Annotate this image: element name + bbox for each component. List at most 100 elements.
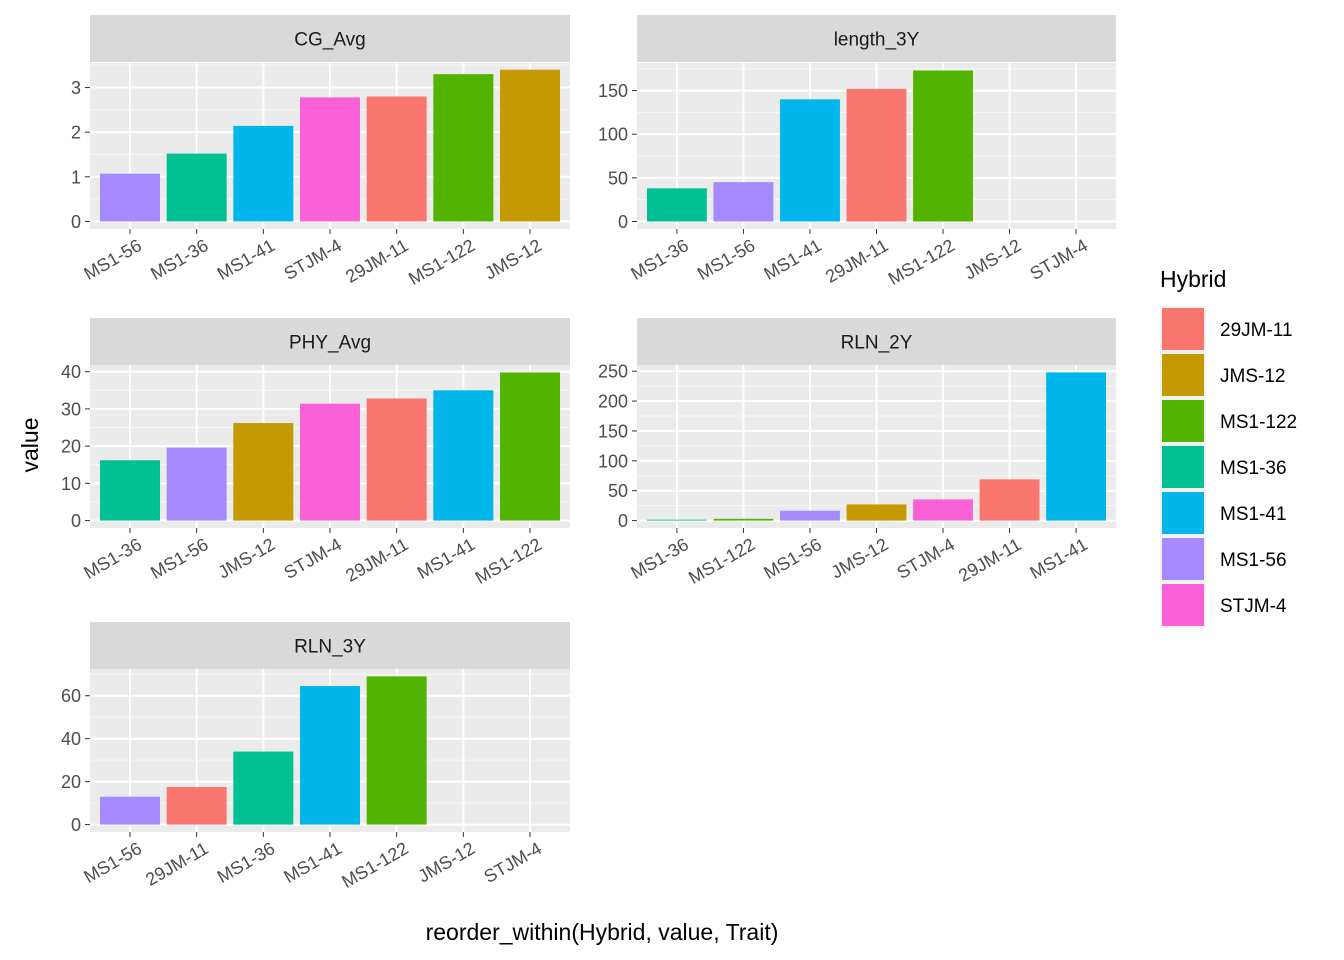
bar-MS1-36: [646, 188, 707, 222]
y-tick-label: 150: [598, 421, 628, 441]
x-tick-label: STJM-4: [893, 534, 958, 583]
x-tick-label: MS1-56: [80, 838, 145, 887]
legend-label: MS1-56: [1220, 550, 1287, 571]
legend-swatch-MS1-56: [1162, 538, 1204, 580]
bar-MS1-36: [100, 460, 160, 521]
y-tick-label: 0: [71, 212, 81, 232]
x-tick-label: MS1-122: [685, 534, 758, 588]
facet-title: RLN_2Y: [841, 333, 913, 354]
y-tick-label: 10: [61, 474, 81, 494]
bar-JMS-12: [233, 423, 294, 521]
x-tick-label: JMS-12: [415, 838, 479, 886]
y-tick-label: 3: [71, 78, 81, 98]
bar-MS1-56: [713, 182, 774, 222]
x-tick-label: MS1-41: [280, 838, 345, 887]
facet-CG_Avg: CG_Avg 0 1 2 3 MS1-56 MS1-36 MS1-41 STJM-429JM-1…: [71, 15, 570, 289]
bar-MS1-41: [433, 390, 494, 521]
legend-label: MS1-36: [1220, 458, 1287, 479]
x-tick-label: STJM-4: [280, 235, 345, 284]
facet-strip: [637, 318, 1116, 365]
y-tick-label: 250: [598, 362, 628, 382]
x-tick-label: MS1-36: [80, 534, 145, 583]
y-tick-label: 100: [598, 125, 628, 145]
bar-29JM-11: [846, 88, 907, 222]
bar-29JM-11: [366, 96, 427, 222]
bar-STJM-4: [913, 499, 973, 521]
x-tick-label: MS1-41: [414, 534, 479, 583]
x-tick-label: MS1-41: [214, 235, 279, 284]
y-tick-label: 40: [61, 362, 81, 382]
bar-MS1-122: [713, 518, 774, 521]
y-tick-label: 100: [598, 451, 628, 471]
y-tick-label: 0: [71, 511, 81, 531]
bar-MS1-36: [233, 751, 294, 825]
y-tick-label: 0: [618, 511, 628, 531]
x-tick-label: STJM-4: [1027, 235, 1092, 284]
bar-MS1-41: [780, 99, 840, 222]
facet-title: RLN_3Y: [294, 637, 366, 658]
x-tick-label: STJM-4: [280, 534, 345, 583]
y-tick-label: 50: [608, 168, 628, 188]
x-tick-label: MS1-36: [147, 235, 212, 284]
x-tick-label: 29JM-11: [342, 534, 411, 586]
x-tick-label: MS1-36: [627, 235, 692, 284]
y-tick-label: 30: [61, 399, 81, 419]
bar-MS1-122: [913, 70, 973, 222]
x-tick-label: 29JM-11: [142, 838, 211, 890]
legend-swatch-STJM-4: [1162, 584, 1204, 626]
y-tick-label: 50: [608, 481, 628, 501]
legend-swatch-JMS-12: [1162, 354, 1204, 396]
x-tick-label: JMS-12: [215, 534, 279, 582]
x-tick-label: JMS-12: [828, 534, 892, 582]
bar-MS1-56: [100, 173, 160, 222]
bar-MS1-41: [300, 686, 360, 825]
legend-label: MS1-122: [1220, 412, 1297, 433]
bar-MS1-122: [366, 676, 427, 825]
facet-strip: [90, 318, 570, 365]
bar-MS1-122: [500, 372, 560, 521]
x-tick-label: 29JM-11: [822, 235, 891, 287]
x-tick-label: MS1-41: [760, 235, 825, 284]
y-tick-label: 0: [618, 212, 628, 232]
legend-label: 29JM-11: [1220, 320, 1293, 341]
legend: Hybrid 29JM-11 JMS-12 MS1-122 MS1-36 MS1-41 M…: [1160, 266, 1297, 628]
y-tick-label: 0: [71, 815, 81, 835]
legend-label: JMS-12: [1220, 366, 1285, 387]
bar-JMS-12: [500, 69, 560, 222]
x-tick-label: MS1-122: [338, 838, 411, 892]
x-tick-label: MS1-36: [214, 838, 279, 887]
facet-strip: [637, 15, 1116, 62]
bar-STJM-4: [300, 403, 360, 521]
x-tick-label: MS1-56: [694, 235, 759, 284]
x-tick-label: MS1-122: [472, 534, 545, 588]
x-tick-label: MS1-122: [885, 235, 958, 289]
bar-MS1-36: [646, 519, 707, 521]
y-tick-label: 1: [71, 167, 81, 187]
bar-MS1-122: [433, 74, 494, 222]
x-tick-label: MS1-122: [405, 235, 478, 289]
legend-swatch-29JM-11: [1162, 308, 1204, 350]
legend-label: MS1-41: [1220, 504, 1287, 525]
bar-STJM-4: [300, 97, 360, 222]
facet-title: length_3Y: [834, 30, 920, 51]
y-tick-label: 200: [598, 392, 628, 412]
x-tick-label: JMS-12: [961, 235, 1025, 283]
y-tick-label: 150: [598, 81, 628, 101]
facet-title: PHY_Avg: [289, 333, 371, 354]
x-tick-label: JMS-12: [481, 235, 545, 283]
bar-29JM-11: [166, 787, 227, 825]
facet-PHY_Avg: PHY_Avg 0 10 20 30 40 MS1-36 MS1-56 JMS-12 STJM-4…: [61, 318, 570, 588]
legend-swatch-MS1-122: [1162, 400, 1204, 442]
bar-MS1-41: [233, 125, 294, 222]
x-tick-label: 29JM-11: [342, 235, 411, 287]
bar-MS1-56: [100, 796, 160, 825]
bar-MS1-56: [780, 510, 840, 521]
facet-strip: [90, 622, 570, 669]
bar-MS1-36: [166, 153, 227, 222]
bar-29JM-11: [366, 398, 427, 521]
y-tick-label: 20: [61, 437, 81, 457]
